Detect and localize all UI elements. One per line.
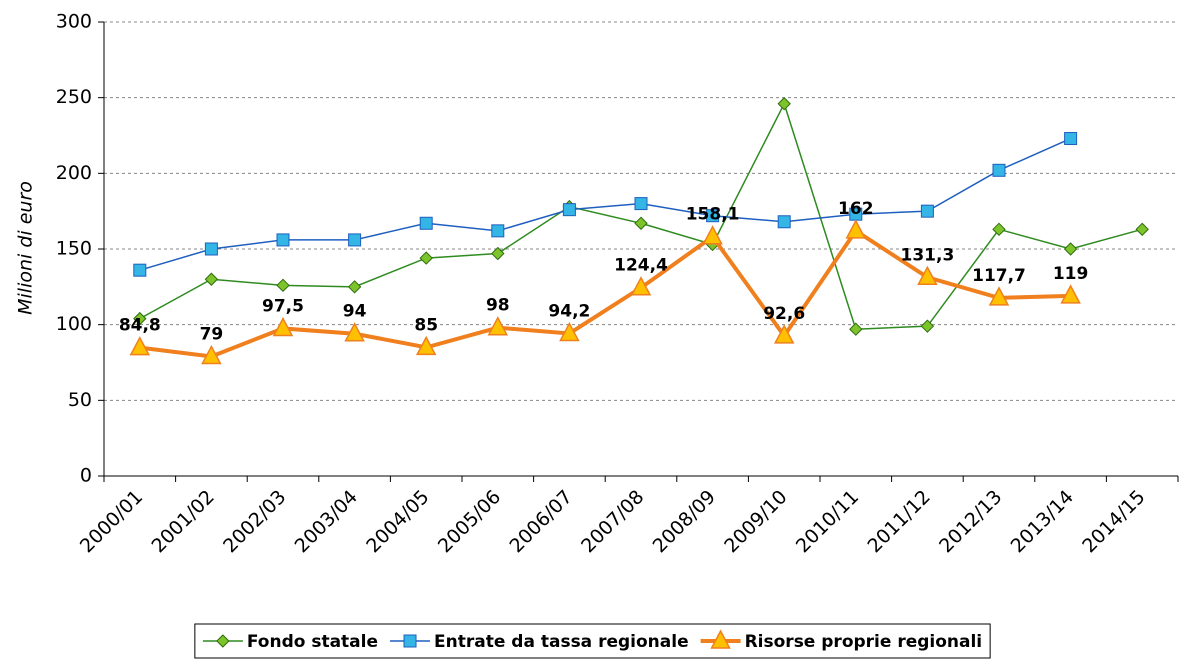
value-label: 97,5 (262, 296, 304, 316)
x-tick-label: 2013/14 (1007, 486, 1078, 557)
value-label: 85 (414, 315, 438, 335)
x-tick-label: 2000/01 (76, 486, 147, 557)
marker (129, 336, 151, 356)
marker (988, 286, 1010, 306)
value-label: 117,7 (972, 266, 1026, 286)
marker (992, 163, 1006, 177)
legend-marker (216, 634, 230, 648)
y-tick-label: 200 (56, 162, 92, 184)
marker (634, 216, 648, 230)
marker (630, 276, 652, 296)
marker (204, 242, 218, 256)
y-tick-label: 50 (68, 389, 92, 411)
series-line (139, 228, 1071, 359)
marker (1064, 132, 1078, 146)
x-tick-label: 2002/03 (219, 486, 290, 557)
marker (491, 246, 505, 261)
marker (348, 233, 362, 247)
marker (634, 197, 648, 211)
marker (562, 203, 576, 217)
marker (920, 204, 934, 218)
marker (415, 335, 437, 356)
x-tick-label: 2001/02 (147, 486, 218, 557)
value-label: 94,2 (548, 301, 590, 321)
x-tick-label: 2003/04 (291, 486, 362, 557)
y-tick-label: 150 (56, 238, 92, 260)
value-label: 84,8 (119, 316, 161, 336)
marker (702, 225, 723, 245)
legend-marker (403, 634, 417, 648)
value-label: 158,1 (686, 205, 740, 225)
value-label: 79 (200, 324, 224, 344)
legend: Fondo statale Entrate da tassa regionale R… (194, 623, 991, 659)
marker (272, 316, 294, 337)
y-axis-label: Milioni di euro (15, 181, 37, 315)
marker (487, 316, 509, 336)
marker (845, 219, 867, 239)
marker (706, 209, 720, 223)
legend-marker (710, 629, 731, 649)
x-tick-label: 2011/12 (863, 486, 934, 557)
x-tick-label: 2007/08 (577, 486, 648, 557)
value-label: 124,4 (614, 256, 668, 276)
value-label: 119 (1053, 264, 1089, 284)
marker (920, 319, 935, 333)
marker (133, 311, 147, 326)
value-label: 131,3 (901, 245, 955, 265)
marker (559, 321, 580, 342)
value-label: 94 (343, 302, 367, 322)
value-label: 92,6 (763, 304, 805, 324)
x-tick-label: 2004/05 (362, 486, 433, 557)
marker (491, 224, 505, 238)
marker (344, 322, 365, 342)
x-tick-label: 2014/15 (1078, 486, 1149, 557)
x-tick-label: 2008/09 (649, 486, 720, 557)
x-tick-label: 2005/06 (434, 486, 505, 557)
marker (777, 215, 791, 229)
marker (1060, 284, 1081, 304)
marker (276, 233, 290, 247)
y-tick-label: 100 (56, 313, 92, 335)
x-tick-label: 2006/07 (505, 486, 576, 557)
marker (1135, 222, 1149, 237)
marker (419, 251, 433, 265)
marker (204, 272, 219, 286)
value-label: 98 (486, 296, 510, 316)
y-tick-label: 300 (56, 11, 92, 33)
x-tick-label: 2010/11 (792, 486, 863, 557)
marker (347, 280, 362, 294)
marker (276, 278, 290, 293)
legend-label: Entrate da tassa regionale (434, 632, 689, 652)
y-tick-label: 250 (56, 86, 92, 108)
marker (849, 322, 863, 336)
marker (777, 97, 791, 111)
marker (773, 324, 795, 344)
marker (133, 263, 147, 277)
marker (201, 344, 222, 365)
legend-label: Fondo statale (247, 632, 378, 652)
x-tick-label: 2009/10 (720, 486, 791, 557)
legend-box (194, 623, 991, 659)
marker (1063, 242, 1078, 256)
y-tick-label: 0 (80, 465, 92, 487)
series-line (139, 137, 1071, 271)
marker (917, 265, 938, 286)
legend-label: Risorse proprie regionali (745, 632, 983, 652)
marker (992, 222, 1006, 237)
value-label: 162 (838, 199, 874, 219)
marker (419, 216, 433, 230)
x-tick-label: 2012/13 (935, 486, 1006, 557)
